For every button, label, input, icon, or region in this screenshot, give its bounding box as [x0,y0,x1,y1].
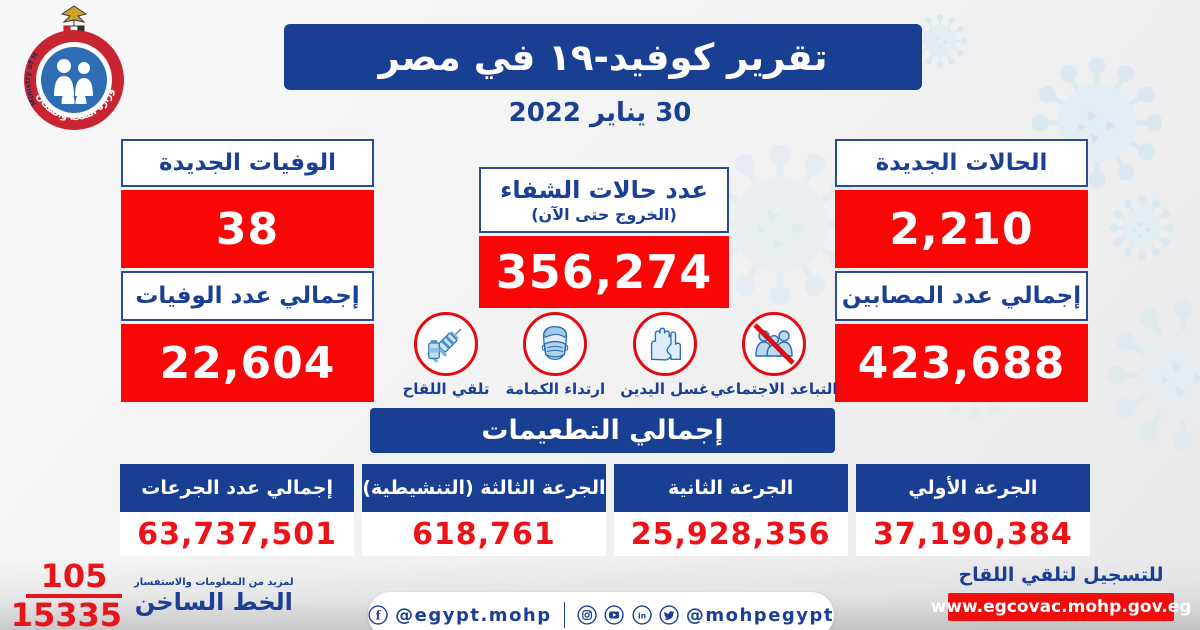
family-silhouette [54,59,93,104]
virus-decoration [1108,300,1200,450]
facebook-handle[interactable]: @egypt.mohp [395,604,552,626]
other-socials-handle[interactable]: @mohpegypt [685,604,835,626]
total-cases-value: 423,688 [835,324,1088,402]
report-date: 30 يناير 2022 [508,98,692,128]
dose-third-booster: الجرعة الثالثة (التنشيطية) 618,761 [362,464,606,556]
hotline-block: لمزيد من المعلومات والاستفسار الخط الساخ… [10,560,294,630]
precaution-caption: ارتداء الكمامة [505,380,606,398]
svg-text:f: f [376,609,382,623]
instagram-icon[interactable] [577,602,597,628]
svg-text:in: in [638,611,646,620]
dose-value: 25,928,356 [613,512,848,556]
divider [563,602,566,628]
total-deaths-label: إجمالي عدد الوفيات [121,271,374,321]
vaccine-register-label: للتسجيل لتلقي اللقاح [958,564,1164,586]
vaccine-register-url[interactable]: www.egcovac.mohp.gov.eg [931,593,1191,621]
total-cases-label: إجمالي عدد المصابين [835,271,1088,321]
dose-total: إجمالي عدد الجرعات 63,737,501 [120,464,355,556]
hotline-number-105: 105 [26,560,122,598]
dose-label: إجمالي عدد الجرعات [120,464,355,512]
dose-value: 37,190,384 [855,512,1090,556]
precaution-caption: التباعد الاجتماعي [710,380,838,398]
hotline-number-15335: 15335 [10,596,122,630]
new-deaths-label: الوفيات الجديدة [121,139,374,187]
precautions-row: التباعد الاجتماعي غسل اليدين [396,312,838,408]
report-title: تقرير كوفيد-١٩ في مصر [284,24,922,90]
youtube-icon[interactable] [604,602,625,628]
dose-value: 618,761 [362,512,606,556]
recovered-label-sub: (الخروج حتى الآن) [531,205,677,224]
new-deaths-value: 38 [121,190,374,268]
precaution-face-mask: ارتداء الكمامة [505,312,605,408]
syringe-icon [414,312,479,376]
people-distancing-icon [742,312,806,376]
precaution-vaccination: تلقي اللقاح [396,312,496,408]
recovered-label: عدد حالات الشفاء (الخروج حتى الآن) [479,167,729,233]
vaccinations-title-bar: إجمالي التطعيمات [370,408,835,453]
new-cases-label: الحالات الجديدة [835,139,1088,187]
twitter-icon[interactable] [659,602,679,628]
recovered-label-main: عدد حالات الشفاء [500,176,708,204]
recovered-value: 356,274 [479,236,729,308]
hotline-numbers: 105 15335 [10,560,122,630]
hotline-text: لمزيد من المعلومات والاستفسار الخط الساخ… [134,577,294,616]
dose-first: الجرعة الأولي 37,190,384 [855,464,1090,556]
new-cases-value: 2,210 [835,190,1088,268]
face-mask-icon [523,312,588,376]
dose-second: الجرعة الثانية 25,928,356 [613,464,848,556]
dose-label: الجرعة الثالثة (التنشيطية) [362,464,606,512]
social-media-bar: f @egypt.mohp in @mohpegypt [368,592,834,630]
hotline-label: الخط الساخن [134,588,293,617]
dose-label: الجرعة الأولي [855,464,1090,512]
linkedin-icon[interactable]: in [631,602,652,628]
dose-label: الجرعة الثانية [613,464,848,512]
precaution-social-distancing: التباعد الاجتماعي [710,312,838,408]
hotline-info: لمزيد من المعلومات والاستفسار [134,577,294,589]
facebook-icon[interactable]: f [368,602,388,628]
dose-value: 63,737,501 [120,512,355,556]
total-deaths-value: 22,604 [121,324,374,402]
precaution-hand-washing: غسل اليدين [615,312,715,408]
precaution-caption: غسل اليدين [620,380,710,398]
ministry-of-health-logo: Ministry of Health & Population وزارة ال… [12,4,124,130]
precaution-caption: تلقي اللقاح [402,380,490,398]
doses-row: الجرعة الأولي 37,190,384 الجرعة الثانية … [120,464,1090,556]
hand-washing-icon [632,312,697,376]
virus-decoration [1110,196,1174,260]
